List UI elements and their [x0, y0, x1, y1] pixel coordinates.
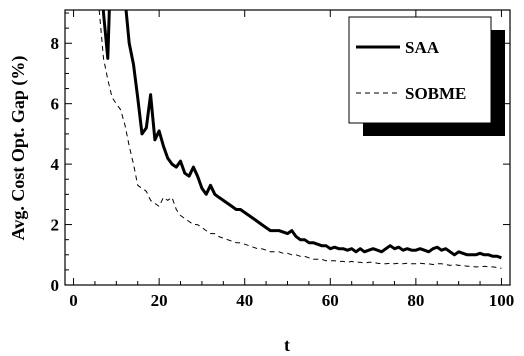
x-tick-label: 0 — [69, 291, 78, 310]
series-layer — [98, 10, 502, 269]
legend-label-saa: SAA — [405, 38, 440, 57]
series-line-saa — [101, 10, 502, 260]
y-tick-label: 8 — [51, 34, 60, 53]
x-tick-label: 40 — [236, 291, 253, 310]
x-tick-label: 60 — [322, 291, 339, 310]
y-tick-label: 2 — [51, 216, 60, 235]
x-tick-label: 20 — [151, 291, 168, 310]
y-axis-label: Avg. Cost Opt. Gap (%) — [8, 56, 29, 241]
series-line-sobme — [98, 10, 502, 269]
x-tick-label: 80 — [407, 291, 424, 310]
x-tick-label: 100 — [489, 291, 515, 310]
y-axis-ticks: 0 2 4 6 8 — [51, 12, 510, 295]
y-tick-label: 6 — [51, 95, 60, 114]
legend-label-sobme: SOBME — [405, 84, 466, 103]
x-axis-label: t — [284, 335, 290, 355]
y-tick-label: 4 — [51, 155, 60, 174]
legend-box — [348, 16, 492, 124]
legend: SAA SOBME — [348, 16, 505, 136]
y-tick-label: 0 — [51, 276, 60, 295]
x-axis-ticks: 0 20 40 60 80 100 — [69, 10, 514, 310]
